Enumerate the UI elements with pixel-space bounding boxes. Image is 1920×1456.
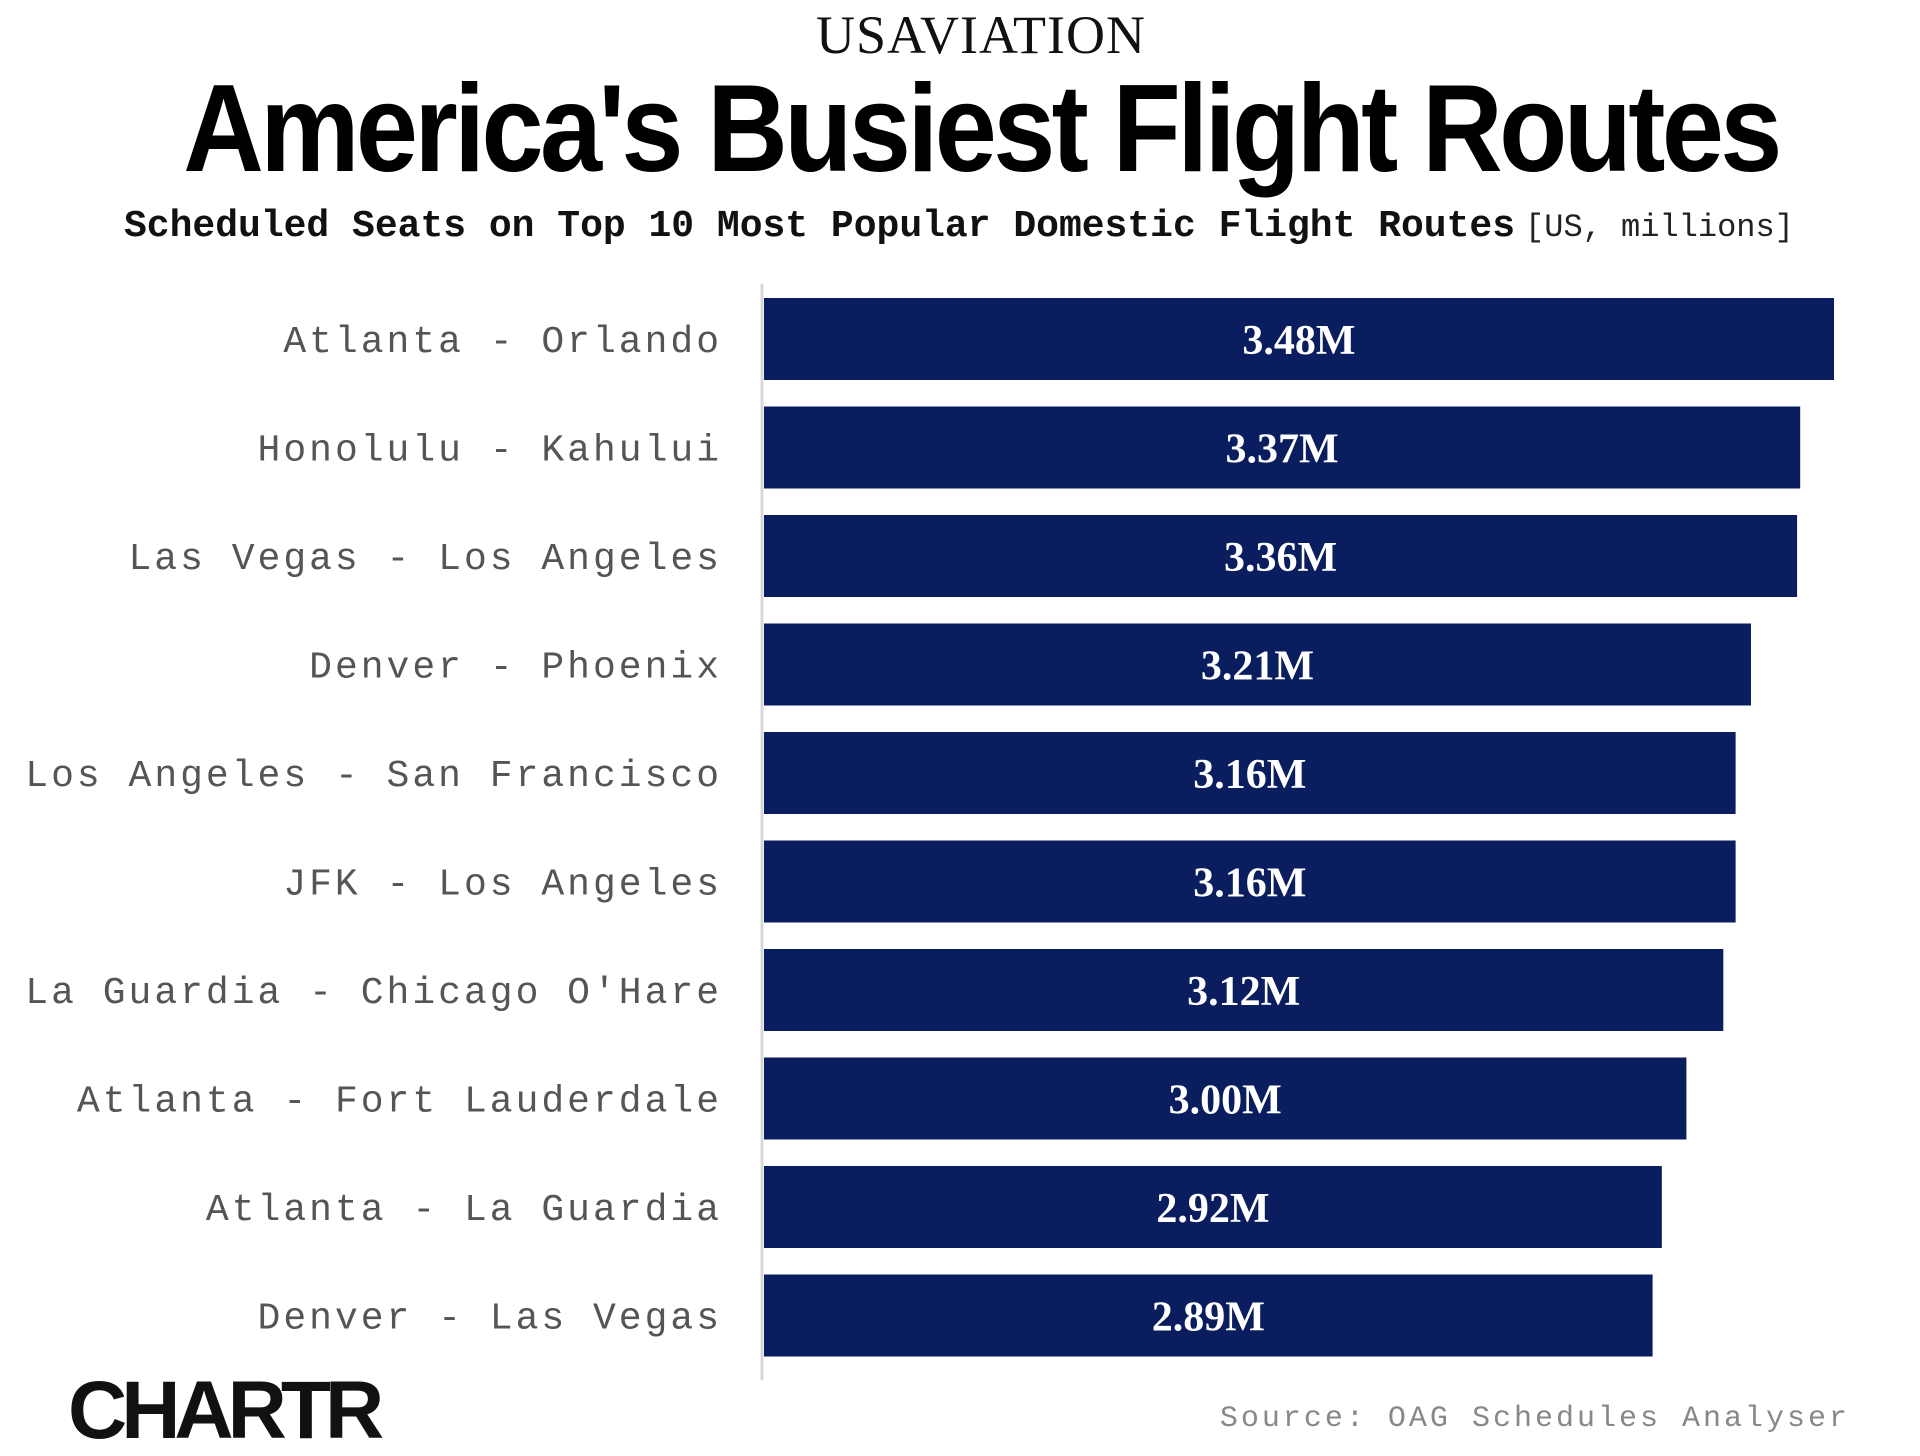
- bar-5: [764, 840, 1736, 923]
- bar-value-label: 3.36M: [1224, 535, 1337, 581]
- bar-9: [764, 1274, 1653, 1357]
- route-label: Atlanta - Orlando: [283, 321, 722, 364]
- route-label: Los Angeles - San Francisco: [25, 755, 722, 798]
- bar-chart: 3.48M Atlanta - Orlando 3.37M Honolulu - Ka…: [25, 284, 1834, 1380]
- bar-value-label: 3.00M: [1169, 1078, 1282, 1124]
- bar-value-label: 3.16M: [1193, 752, 1306, 798]
- chart-subtitle-row: Scheduled Seats on Top 10 Most Popular D…: [124, 205, 1844, 248]
- bar-6: [764, 949, 1724, 1031]
- bar-value-label: 3.21M: [1201, 644, 1314, 690]
- bar-value-label: 3.16M: [1193, 861, 1306, 907]
- bar-8: [764, 1166, 1662, 1248]
- route-label: Denver - Las Vegas: [258, 1298, 722, 1341]
- unit-label: [US, millions]: [1525, 209, 1794, 246]
- bar-value-label: 3.12M: [1187, 969, 1300, 1015]
- brand-name: USAVIATION: [815, 5, 1147, 65]
- route-label: Honolulu - Kahului: [258, 430, 722, 473]
- bar-1: [764, 406, 1801, 489]
- route-label: Denver - Phoenix: [309, 647, 722, 690]
- route-label: La Guardia - Chicago O'Hare: [25, 972, 722, 1015]
- bar-2: [764, 515, 1798, 597]
- chartr-logo: CHARTR: [68, 1365, 384, 1456]
- bar-value-label: 3.48M: [1242, 318, 1355, 364]
- route-label: Atlanta - La Guardia: [206, 1189, 722, 1232]
- chart-title: America's Busiest Flight Routes: [183, 60, 1782, 198]
- bar-value-label: 2.89M: [1152, 1295, 1265, 1341]
- route-label: JFK - Los Angeles: [283, 864, 722, 907]
- bar-4: [764, 732, 1736, 814]
- bar-7: [764, 1057, 1687, 1140]
- route-label: Las Vegas - Los Angeles: [129, 538, 723, 581]
- route-label: Atlanta - Fort Lauderdale: [77, 1081, 722, 1124]
- source-note: Source: OAG Schedules Analyser: [1219, 1402, 1850, 1436]
- chart-subtitle: Scheduled Seats on Top 10 Most Popular D…: [124, 205, 1516, 248]
- bar-value-label: 3.37M: [1226, 427, 1339, 473]
- bar-0: [764, 298, 1834, 380]
- bar-value-label: 2.92M: [1156, 1186, 1269, 1232]
- bar-3: [764, 623, 1751, 706]
